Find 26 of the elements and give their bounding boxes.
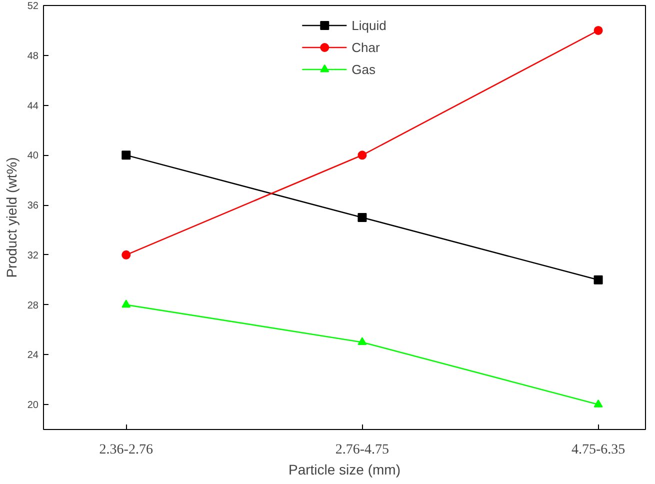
- point: [122, 300, 131, 308]
- point: [122, 150, 131, 160]
- point: [594, 26, 603, 35]
- y-tick-label: 52: [27, 1, 39, 12]
- y-tick-label: 36: [27, 200, 39, 212]
- point: [594, 399, 603, 408]
- legend-label: Char: [352, 40, 380, 54]
- y-tick-label: 24: [27, 350, 39, 362]
- y-axis-title: Product yield (wt%): [3, 157, 20, 278]
- x-tick-label: 4.75-6.35: [571, 442, 626, 458]
- point: [594, 275, 603, 284]
- y-tick-label: 20: [27, 400, 39, 412]
- point: [358, 150, 367, 160]
- legend-label: Liquid: [352, 18, 386, 32]
- y-tick-label: 48: [27, 50, 39, 62]
- x-tick-label: 2.76-4.75: [335, 442, 390, 458]
- y-tick-label: 44: [27, 100, 39, 112]
- point: [358, 337, 367, 346]
- x-axis-title: Particle size (mm): [288, 462, 401, 478]
- point: [122, 250, 131, 260]
- y-tick-label: 32: [27, 250, 39, 262]
- point: [358, 213, 367, 222]
- y-tick-label: 40: [27, 150, 39, 162]
- x-tick-label: 2.36-2.76: [99, 442, 153, 458]
- legend-label: Gas: [352, 62, 376, 76]
- y-tick-label: 28: [27, 300, 39, 312]
